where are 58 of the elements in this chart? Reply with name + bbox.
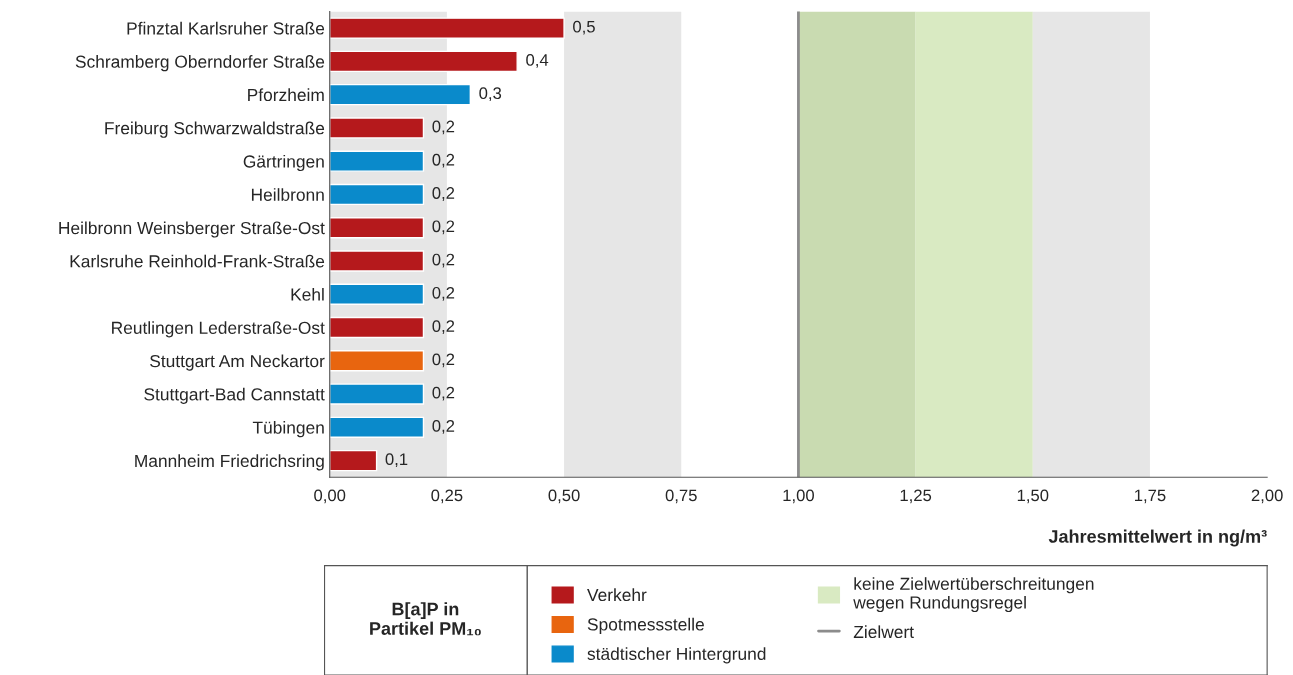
data-label: 0,2 <box>432 420 455 434</box>
x-tick-label: 1,50 <box>1017 489 1049 504</box>
data-label: 0,1 <box>385 453 408 468</box>
bar <box>329 217 425 239</box>
legend-label: Spotmessstelle <box>587 617 704 634</box>
data-label: 0,2 <box>432 286 455 301</box>
bar <box>329 183 425 206</box>
bar <box>329 416 425 438</box>
x-tick-label: 0,50 <box>548 489 580 504</box>
y-tick-label: Schramberg Oberndorfer Straße <box>75 55 325 72</box>
bar <box>329 383 425 405</box>
x-tick-label: 0,00 <box>314 489 346 504</box>
y-tick-label: Pforzheim <box>248 88 324 102</box>
data-label: 0,2 <box>432 386 455 401</box>
y-tick-label: Kehl <box>291 287 324 301</box>
data-label: 0,2 <box>432 120 455 135</box>
y-tick-label: Mannheim Friedrichsring <box>135 454 324 471</box>
bar <box>329 283 425 305</box>
bar <box>329 83 472 106</box>
data-label: 0,2 <box>432 187 455 201</box>
x-tick-label: 0,75 <box>665 489 697 504</box>
y-tick-label: Freiburg Schwarzwaldstraße <box>105 121 325 138</box>
x-tick-label: 2,00 <box>1251 489 1283 504</box>
y-tick-label: Tübingen <box>252 421 324 438</box>
y-tick-label: Pfinztal Karlsruher Straße <box>127 21 325 35</box>
legend-label: Zielwert <box>853 625 914 639</box>
x-tick-label: 1,75 <box>1135 489 1166 504</box>
data-label: 0,2 <box>432 320 455 334</box>
data-label: 0,2 <box>432 153 455 168</box>
bar <box>329 150 425 172</box>
bar <box>329 17 565 39</box>
legend-title: B[a]P in Partikel PM₁₀ <box>370 602 481 636</box>
bar <box>329 117 425 139</box>
x-tick-label: 0,25 <box>431 489 463 504</box>
data-label: 0,2 <box>432 253 455 268</box>
y-tick-label: Heilbronn Weinsberger Straße-Ost <box>59 221 325 238</box>
legend-label: keine Zielwertüberschreitungen wegen Rundungsregel <box>853 577 1094 613</box>
data-label: 0,2 <box>432 353 455 368</box>
data-label: 0,4 <box>526 54 549 68</box>
y-tick-label: Stuttgart Am Neckartor <box>150 354 325 371</box>
x-tick-label: 1,25 <box>900 489 932 504</box>
y-tick-label: Gärtringen <box>243 154 324 172</box>
x-axis-title: Jahresmittelwert in ng/m³ <box>1048 529 1267 547</box>
data-label: 0,2 <box>432 220 455 235</box>
y-tick-label: Heilbronn <box>251 188 324 201</box>
y-tick-label: Reutlingen Lederstraße-Ost <box>112 321 325 338</box>
data-label: 0,3 <box>479 87 502 102</box>
legend-label: städtischer Hintergrund <box>587 647 766 664</box>
x-tick-label: 1,00 <box>783 489 814 504</box>
y-tick-label: Stuttgart-Bad Cannstatt <box>144 387 325 404</box>
data-label: 0,5 <box>573 20 595 35</box>
bar <box>329 250 425 272</box>
bar <box>329 316 425 339</box>
bar <box>329 50 518 73</box>
bar <box>329 350 425 372</box>
bar <box>329 449 378 472</box>
y-tick-label: Karlsruhe Reinhold-Frank-Straße <box>70 254 325 268</box>
legend-label: Verkehr <box>587 588 647 602</box>
